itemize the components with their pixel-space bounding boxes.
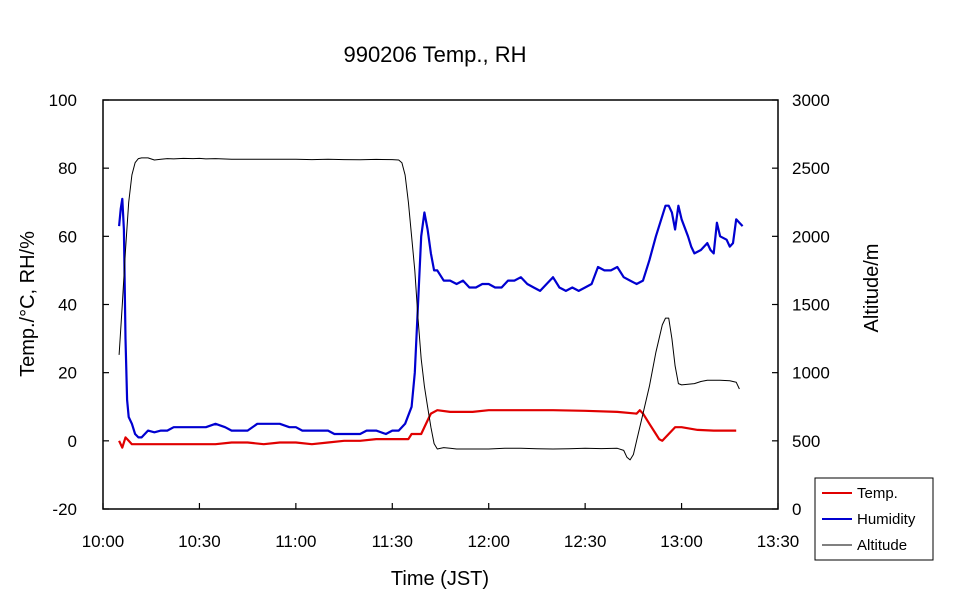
x-tick-label: 12:00	[467, 532, 510, 551]
chart-title: 990206 Temp., RH	[343, 42, 526, 67]
x-tick-label: 11:30	[372, 532, 413, 551]
y-left-tick-label: 60	[58, 227, 77, 246]
series-line-altitude	[118, 157, 740, 461]
y-left-tick-label: 20	[58, 364, 77, 383]
y-left-tick-label: 100	[49, 91, 77, 110]
x-tick-label: 11:00	[275, 532, 316, 551]
x-axis-title: Time (JST)	[391, 568, 489, 590]
x-tick-label: 13:30	[757, 532, 800, 551]
series-line-humidity	[118, 197, 744, 439]
x-tick-label: 12:30	[564, 532, 607, 551]
series-layer	[118, 157, 744, 461]
x-axis-ticks: 10:00 10:30 11:00 11:30 12:00 12:30 13:00 13:30	[82, 503, 800, 551]
y-left-tick-label: 80	[58, 159, 77, 178]
y-right-tick-label: 0	[792, 500, 801, 519]
y-right-tick-label: 2000	[792, 227, 830, 246]
legend-label: Temp.	[857, 485, 898, 502]
y-left-tick-label: 0	[68, 432, 77, 451]
x-tick-label: 10:30	[178, 532, 221, 551]
y-left-tick-label: -20	[52, 500, 77, 519]
y-right-tick-label: 1500	[792, 296, 830, 315]
series-line-temp	[118, 409, 737, 449]
y-left-axis-title: Temp./°C, RH/%	[17, 231, 39, 377]
plot-area	[102, 99, 779, 510]
y-right-tick-label: 500	[792, 432, 820, 451]
y-right-axis-title: Altitude/m	[861, 244, 883, 333]
legend: Temp. Humidity Altitude	[814, 477, 934, 561]
legend-label: Humidity	[857, 511, 916, 528]
y-right-tick-label: 2500	[792, 159, 830, 178]
x-tick-label: 13:00	[660, 532, 703, 551]
y-right-tick-label: 1000	[792, 364, 830, 383]
y-right-tick-label: 3000	[792, 91, 830, 110]
x-tick-label: 10:00	[82, 532, 125, 551]
y-left-axis-ticks: 100 80 60 40 20 0 -20	[49, 91, 109, 519]
y-right-axis-ticks: 3000 2500 2000 1500 1000 500 0	[772, 91, 830, 519]
y-left-tick-label: 40	[58, 296, 77, 315]
legend-label: Altitude	[857, 537, 907, 554]
